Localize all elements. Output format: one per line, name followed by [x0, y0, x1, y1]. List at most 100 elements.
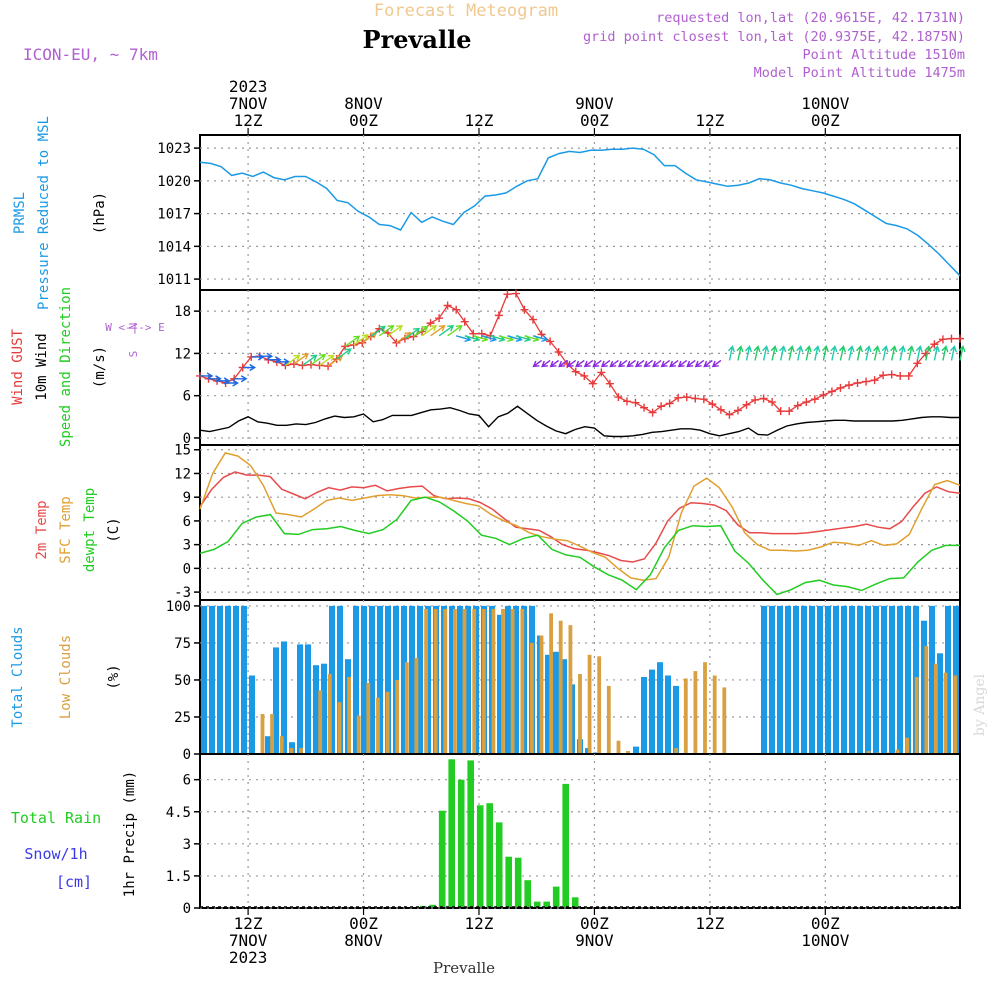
total-cloud-bar: [889, 605, 895, 753]
gust-point: [520, 305, 529, 314]
low-clouds-label: Low Clouds: [58, 635, 74, 719]
total-cloud-bar: [465, 605, 471, 753]
low-cloud-bar: [433, 608, 438, 753]
total-cloud-bar: [881, 605, 887, 753]
gust-point: [708, 400, 717, 409]
bottom-axis-label: 00Z: [811, 914, 840, 933]
wind-direction-arrow: [319, 354, 335, 366]
wind-speed-direction-label: Speed and Direction: [58, 287, 74, 447]
wind-direction-arrow: [727, 345, 735, 361]
total-cloud-bar: [249, 675, 255, 753]
total-cloud-bar: [217, 605, 223, 753]
precip-unit-label: 1hr Precip (mm): [122, 771, 138, 897]
rain-bar: [571, 897, 579, 907]
top-axis-label: 12Z: [465, 111, 494, 130]
wind-direction-arrow: [958, 345, 966, 361]
wind10m-series-line: [199, 405, 960, 438]
wind-direction-arrow: [575, 359, 585, 368]
credit-watermark: by Angel: [972, 673, 988, 736]
gust-point: [870, 376, 879, 385]
total-cloud-bar: [457, 605, 463, 753]
total-cloud-bar: [761, 605, 767, 753]
low-cloud-bar: [914, 677, 919, 753]
wind-direction-arrow: [890, 345, 898, 361]
gust-point: [819, 390, 828, 399]
low-cloud-bar: [626, 751, 630, 753]
wind-direction-arrow: [804, 345, 812, 361]
top-axis-label: 2023: [229, 77, 268, 96]
wind-direction-arrow: [745, 345, 753, 361]
wind-direction-arrow: [353, 334, 369, 346]
wind-direction-arrow: [669, 359, 679, 368]
model-altitude: Model Point Altitude 1475m: [754, 65, 965, 81]
wind-direction-arrow: [873, 345, 881, 361]
wind-direction-arrow: [532, 359, 542, 368]
gust-point: [810, 395, 819, 404]
product-title: Forecast Meteogram: [374, 1, 558, 21]
bottom-axis-label: 9NOV: [575, 931, 614, 950]
gust-point: [691, 394, 700, 403]
total-cloud-bar: [321, 663, 327, 753]
bottom-axis-label: 2023: [229, 948, 268, 967]
model-label: ICON-EU, ~ 7km: [23, 45, 158, 64]
wind-direction-arrow: [251, 353, 265, 361]
gust-point: [759, 394, 768, 403]
wind-direction-arrow: [600, 359, 611, 368]
rain-bar: [495, 822, 503, 907]
gust-point: [494, 311, 503, 320]
gust-point: [879, 371, 888, 380]
wind-direction-arrow: [711, 359, 722, 368]
panels: 10111014101710201023061218-3036912150255…: [157, 134, 966, 917]
total-cloud-bar: [777, 605, 783, 753]
station-title: Prevalle: [363, 25, 472, 54]
bottom-axis-label: 12Z: [465, 914, 494, 933]
wind-direction-arrow: [881, 345, 889, 361]
pressure-reduced-label: Pressure Reduced to MSL: [36, 116, 52, 310]
low-cloud-bar: [943, 672, 948, 753]
low-cloud-bar: [549, 613, 553, 753]
gust-point: [904, 371, 913, 380]
gust-point: [793, 401, 802, 410]
low-cloud-bar: [395, 680, 400, 753]
total-cloud-bar: [233, 605, 239, 753]
total-cloud-bar: [377, 605, 383, 753]
bottom-axis-label: 10NOV: [801, 931, 850, 950]
total-cloud-bar: [857, 605, 863, 753]
wind-direction-arrow: [736, 345, 744, 361]
compass-north-label: N: [127, 323, 140, 330]
low-cloud-bar: [683, 678, 688, 753]
total-cloud-bar: [561, 659, 567, 753]
total-cloud-bar: [945, 605, 951, 753]
low-cloud-bar: [356, 715, 361, 753]
total-cloud-bar: [409, 605, 415, 753]
top-axis-label: 10NOV: [801, 94, 850, 113]
low-cloud-bar: [530, 642, 534, 753]
wind-labels: Wind GUST 10m Wind Speed and Direction (…: [10, 287, 165, 447]
total-cloud-bar: [641, 677, 647, 753]
low-cloud-bar: [722, 687, 727, 753]
gust-point: [409, 332, 418, 341]
gust-point: [511, 289, 520, 298]
low-cloud-bar: [934, 663, 938, 753]
gust-point: [546, 337, 555, 346]
y-tick-label: 3: [183, 837, 191, 853]
total-cloud-bar: [313, 665, 319, 753]
gust-point: [631, 398, 640, 407]
y-tick-label: 0: [183, 431, 191, 447]
wind-direction-arrow: [395, 332, 412, 344]
gust-point: [802, 398, 811, 407]
panel-wind: 0 6 12 18: [174, 289, 966, 447]
low-cloud-bar: [558, 620, 563, 753]
y-tick-label: 3: [183, 538, 191, 554]
rain-bar: [448, 759, 455, 907]
total-cloud-bar: [633, 746, 639, 753]
low-cloud-bar: [712, 675, 717, 753]
gust-point: [452, 305, 461, 314]
rain-bar: [438, 810, 446, 907]
low-cloud-bar: [674, 748, 679, 753]
bottom-axis-label: 00Z: [349, 914, 378, 933]
gust-point: [682, 393, 691, 402]
low-cloud-bar: [260, 714, 265, 753]
wind-direction-arrow: [932, 345, 940, 361]
low-cloud-bar: [539, 635, 544, 753]
